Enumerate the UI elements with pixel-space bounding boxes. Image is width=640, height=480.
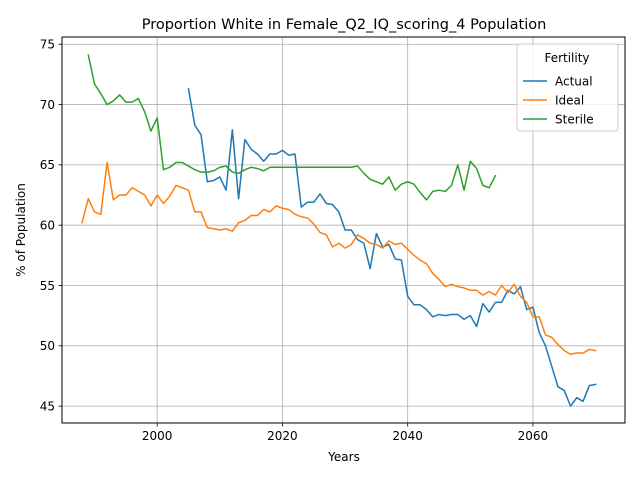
x-axis: 2000 2020 2040 2060 bbox=[142, 423, 548, 443]
y-tick-label: 60 bbox=[40, 218, 55, 232]
legend-title: Fertility bbox=[544, 51, 589, 65]
x-tick-label: 2060 bbox=[518, 429, 549, 443]
series-line-ideal bbox=[81, 161, 597, 355]
x-tick-label: 2000 bbox=[142, 429, 173, 443]
legend-label-actual: Actual bbox=[555, 74, 593, 88]
x-tick-label: 2020 bbox=[267, 429, 298, 443]
plot-frame bbox=[61, 36, 626, 424]
y-axis-label: % of Population bbox=[14, 183, 28, 277]
y-tick-label: 50 bbox=[40, 339, 55, 353]
x-axis-label: Years bbox=[327, 450, 360, 464]
y-tick-label: 65 bbox=[40, 158, 55, 172]
legend-label-sterile: Sterile bbox=[555, 112, 594, 126]
series-line-sterile bbox=[87, 54, 497, 201]
x-tick-label: 2040 bbox=[392, 429, 423, 443]
series-line-actual bbox=[187, 88, 597, 407]
y-tick-label: 55 bbox=[40, 279, 55, 293]
legend-box bbox=[516, 43, 619, 132]
y-tick-label: 45 bbox=[40, 399, 55, 413]
chart-title: Proportion White in Female_Q2_IQ_scoring… bbox=[142, 17, 547, 33]
legend-label-ideal: Ideal bbox=[555, 93, 584, 107]
y-tick-label: 75 bbox=[40, 38, 55, 52]
legend: Fertility Actual Ideal Sterile bbox=[516, 43, 619, 132]
series-lines bbox=[81, 54, 597, 407]
y-tick-label: 70 bbox=[40, 98, 55, 112]
y-axis: 45 50 55 60 65 70 75 bbox=[40, 38, 62, 413]
